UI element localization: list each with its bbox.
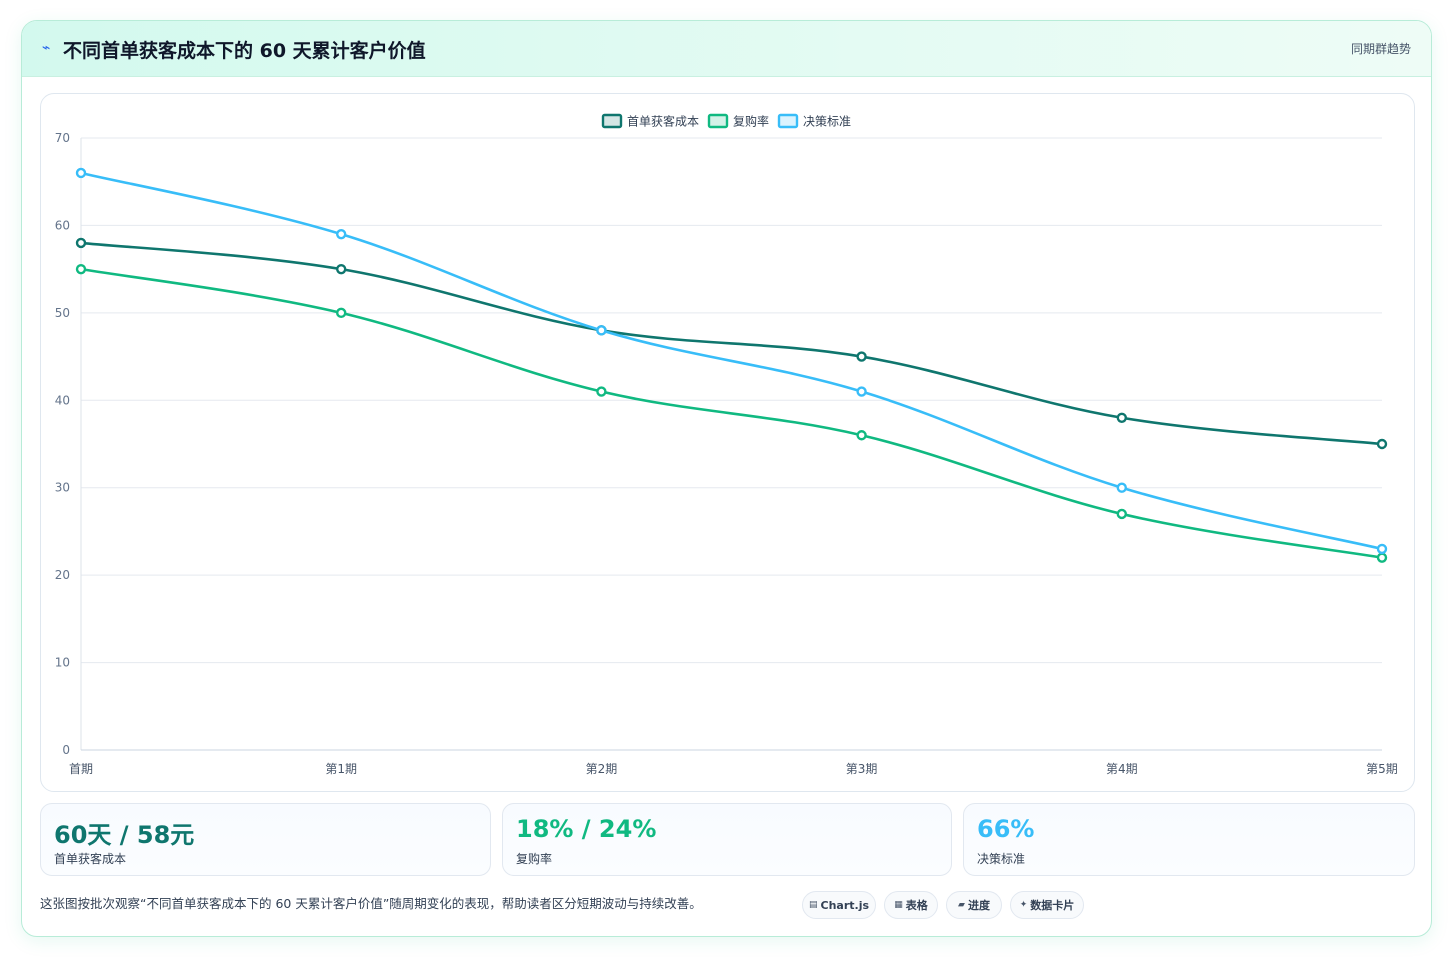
data-point [336,228,347,240]
pill-data-card[interactable]: ✦ 数据卡片 [1010,891,1084,919]
x-tick-label: 第2期 [586,762,618,776]
pill-table[interactable]: ▦ 表格 [884,891,938,919]
stat-card-cost: 60天 / 58元 首单获客成本 [40,803,491,876]
data-point [856,351,867,362]
y-tick-label: 70 [55,131,70,145]
data-point [336,263,347,275]
header-tag: 同期群趋势 [1350,42,1411,56]
data-point [1116,412,1128,423]
data-point [75,237,87,249]
stat-value: 18% / 24% [516,815,657,843]
data-point [1376,552,1388,563]
y-tick-label: 30 [55,481,70,495]
y-tick-label: 60 [55,218,70,232]
page-title: 不同首单获客成本下的 60 天累计客户价值 [63,40,426,62]
y-tick-label: 20 [55,568,70,582]
sparkle-icon: ✦ [1019,900,1028,910]
chart-card: ⌁ 不同首单获客成本下的 60 天累计客户价值 同期群趋势 0 10 20 30 40 5… [21,20,1432,937]
stat-card-repurchase: 18% / 24% 复购率 [502,803,952,876]
data-point [856,430,867,441]
data-point [596,325,607,336]
data-point [75,167,87,179]
chart-icon: ▤ [808,900,818,910]
chart-panel: 0 10 20 30 40 50 60 70 首期 第1期 第2期 第3期 第4期 第5期 首单获客成本 复购… [40,93,1415,792]
data-point [1376,543,1388,555]
stat-label: 首单获客成本 [54,852,127,866]
legend-swatch [601,113,623,129]
pill-chartjs[interactable]: ▤ Chart.js [802,891,876,919]
series-line [79,241,1384,446]
pill-progress[interactable]: ▰ 进度 [946,891,1002,919]
data-point [1116,482,1128,493]
y-tick-label: 10 [55,656,70,670]
stat-value: 60天 / 58元 [54,821,195,849]
legend-label: 决策标准 [803,115,851,129]
data-point [856,386,867,397]
description-note: 这张图按批次观察“不同首单获客成本下的 60 天累计客户价值”随周期变化的表现，… [40,896,702,911]
x-tick-label: 首期 [69,762,93,776]
y-tick-label: 50 [55,306,70,320]
stat-card-decision: 66% 决策标准 [963,803,1415,876]
series-line [79,171,1384,551]
data-point [336,307,347,319]
pill-label: Chart.js [820,898,870,912]
y-tick-label: 0 [62,743,70,757]
lightning-icon: ⌁ [42,40,51,56]
stat-label: 决策标准 [977,852,1026,866]
pill-label: 数据卡片 [1030,899,1075,912]
series-line [79,267,1384,559]
legend-label: 复购率 [733,114,769,129]
data-point [1376,438,1388,450]
stat-value: 66% [977,815,1035,843]
stat-label: 复购率 [516,852,553,866]
pill-label: 进度 [967,899,990,912]
table-icon: ▦ [894,900,903,910]
x-tick-label: 第1期 [325,762,357,776]
pill-label: 表格 [905,899,928,912]
x-tick-label: 第5期 [1366,762,1398,776]
x-tick-label: 第4期 [1106,762,1138,776]
x-tick-label: 第3期 [846,762,878,776]
line-chart: 0 10 20 30 40 50 60 70 首期 第1期 第2期 第3期 第4期 第5期 首单获客成本 复购… [55,113,1398,777]
legend-label: 首单获客成本 [627,114,699,129]
y-tick-label: 40 [55,393,70,407]
legend-swatch [777,113,799,129]
data-point [596,386,607,397]
legend-swatch [707,113,729,129]
data-point [75,263,87,275]
data-point [1116,508,1128,520]
card-header: ⌁ 不同首单获客成本下的 60 天累计客户价值 同期群趋势 [22,21,1431,77]
progress-icon: ▰ [958,900,965,910]
